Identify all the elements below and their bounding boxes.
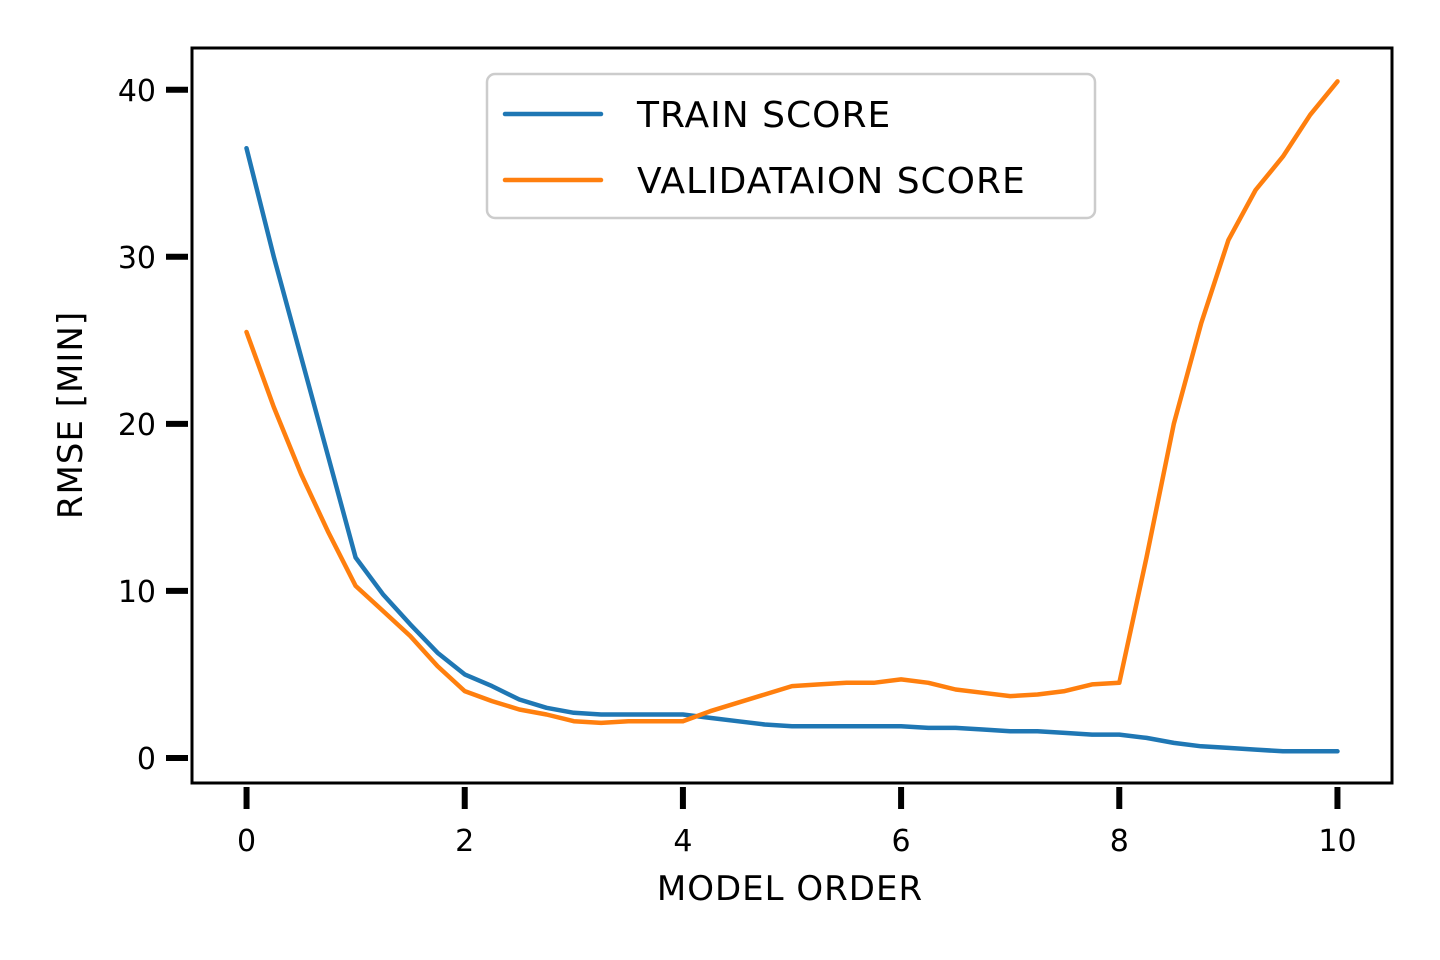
- legend-label: validataion score: [637, 161, 1026, 202]
- x-axis: 0 2 4 6 8 10: [237, 787, 1357, 859]
- plot-border: [190, 46, 1394, 785]
- y-tick-label: 0: [137, 742, 156, 777]
- y-tick-label: 30: [118, 241, 156, 276]
- y-axis-label: RMSE [min]: [51, 311, 91, 519]
- y-axis: 0 10 20 30 40: [118, 74, 188, 777]
- x-tick-label: 0: [237, 824, 256, 859]
- y-tick-label: 20: [118, 408, 156, 443]
- y-tick-label: 10: [118, 575, 156, 610]
- x-tick-label: 6: [892, 824, 911, 859]
- plot-frame: [190, 46, 1394, 785]
- series-layer: [244, 79, 1340, 754]
- y-tick-label: 40: [118, 74, 156, 109]
- legend-label: train score: [636, 95, 891, 136]
- x-tick-label: 4: [673, 824, 692, 859]
- legend: train score validataion score: [485, 72, 1097, 220]
- series-line-2: [244, 79, 1340, 726]
- x-tick-label: 8: [1110, 824, 1129, 859]
- x-tick-label: 10: [1318, 824, 1356, 859]
- series-line-1: [244, 145, 1340, 754]
- x-tick-label: 2: [455, 824, 474, 859]
- legend-box: [485, 72, 1097, 220]
- x-axis-label: model order: [657, 869, 923, 909]
